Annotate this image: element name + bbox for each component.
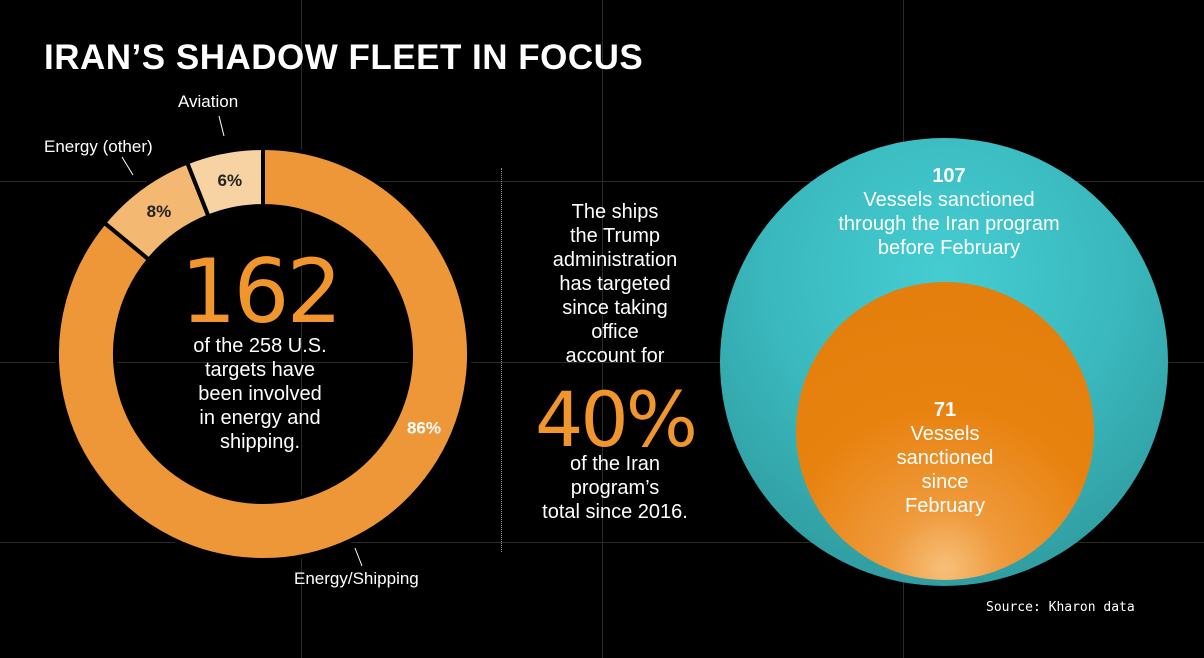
donut-slice-energy-shipping bbox=[55, 145, 471, 562]
energy-other-leader-line bbox=[121, 156, 134, 176]
slice-value-label: 6% bbox=[218, 171, 243, 190]
donut-slices bbox=[55, 145, 471, 562]
category-label-aviation: Aviation bbox=[178, 92, 238, 111]
donut-center-text: of the 258 U.S. targets have been involv… bbox=[170, 334, 350, 454]
middle-text-line: program’s bbox=[570, 477, 660, 499]
inner-circle-text-line: Vessels bbox=[910, 423, 980, 445]
inner-circle-text-line: since bbox=[921, 471, 969, 493]
donut-center-value: 162 bbox=[180, 240, 343, 343]
inner-circle-vessels-since-february bbox=[796, 282, 1094, 580]
center-text-line: targets have bbox=[204, 359, 316, 381]
middle-text-line: total since 2016. bbox=[542, 501, 688, 523]
middle-text-top: The ships the Trump administration has t… bbox=[522, 200, 708, 368]
outer-circle-label: 107 Vessels sanctioned through the Iran … bbox=[790, 164, 1108, 260]
center-text-line: of the 258 U.S. bbox=[193, 335, 327, 357]
middle-text-line: since taking bbox=[562, 297, 668, 319]
middle-text-line: of the Iran bbox=[569, 453, 661, 475]
donut-slice-aviation bbox=[184, 145, 265, 219]
middle-big-percent: 40% bbox=[535, 375, 698, 464]
center-text-line: in energy and bbox=[199, 407, 321, 429]
inner-circle-label: 71 Vessels sanctioned since February bbox=[850, 398, 1040, 518]
middle-text-line: office bbox=[591, 321, 639, 343]
grid-line-v1 bbox=[301, 0, 302, 658]
slice-value-label: 8% bbox=[147, 202, 172, 221]
inner-circle-text-line: February bbox=[904, 495, 986, 517]
middle-text-line: the Trump bbox=[569, 225, 661, 247]
category-label-energy-shipping: Energy/Shipping bbox=[294, 569, 419, 588]
outer-circle-text-line: through the Iran program bbox=[838, 213, 1060, 235]
middle-text-line: The ships bbox=[571, 201, 659, 223]
outer-circle-text-line: before February bbox=[877, 237, 1021, 259]
grid-line-v2 bbox=[602, 0, 603, 658]
donut-chart: 86% 8% 6% Aviation Energy (other) Energy/S… bbox=[44, 92, 471, 588]
middle-text-line: administration bbox=[552, 249, 678, 271]
inner-circle-value: 71 bbox=[933, 399, 957, 421]
middle-text-line: account for bbox=[565, 345, 665, 367]
center-text-line: shipping. bbox=[219, 431, 301, 453]
inner-circle-text-line: sanctioned bbox=[896, 447, 994, 469]
aviation-leader-line bbox=[218, 115, 225, 137]
middle-text-bottom: of the Iran program’s total since 2016. bbox=[522, 452, 708, 524]
dotted-divider bbox=[501, 168, 502, 552]
category-label-energy-other: Energy (other) bbox=[44, 137, 153, 156]
slice-value-label: 86% bbox=[407, 419, 441, 438]
center-text-line: been involved bbox=[198, 383, 322, 405]
energy-shipping-leader-line bbox=[354, 547, 363, 567]
source-note: Source: Kharon data bbox=[986, 600, 1135, 615]
outer-circle-value: 107 bbox=[932, 165, 966, 187]
outer-circle-text-line: Vessels sanctioned bbox=[863, 189, 1035, 211]
middle-text-line: has targeted bbox=[559, 273, 671, 295]
chart-title: IRAN’S SHADOW FLEET IN FOCUS bbox=[44, 38, 644, 77]
donut-labels: 86% 8% 6% bbox=[147, 171, 441, 437]
